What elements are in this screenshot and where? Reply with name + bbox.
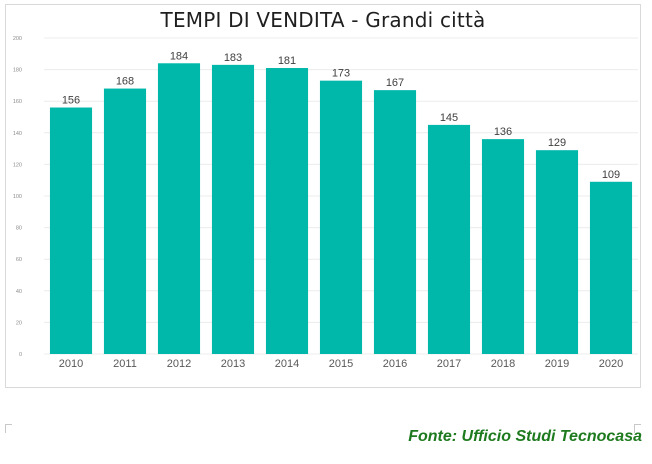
data-label-layer: 156 168 184 183 181 173 167 145 136 129 109	[62, 50, 620, 181]
corner-mark-left	[5, 424, 12, 433]
data-label-2015: 173	[332, 68, 350, 80]
category-label-2014: 2014	[275, 358, 299, 370]
data-label-2017: 145	[440, 112, 458, 124]
y-tick-label: 80	[16, 226, 22, 232]
category-label-2010: 2010	[59, 358, 83, 370]
data-label-2016: 167	[386, 77, 404, 89]
y-tick-label: 100	[13, 194, 22, 200]
bar-2015	[319, 80, 363, 354]
bar-2010	[49, 107, 93, 355]
y-tick-label: 200	[13, 36, 22, 42]
y-tick-label: 160	[13, 99, 22, 105]
category-label-2011: 2011	[113, 358, 137, 370]
bar-2019	[535, 150, 579, 354]
y-tick-label: 0	[19, 352, 22, 358]
bar-2018	[481, 139, 525, 354]
y-tick-label: 60	[16, 257, 22, 263]
corner-mark-right	[634, 424, 641, 433]
data-label-2012: 184	[170, 50, 188, 62]
bar-chart: 0 20 40 60 80 100 120 140 160 180 200 156 168 184 183…	[13, 36, 638, 370]
bar-2020	[589, 181, 633, 354]
y-tick-label: 20	[16, 320, 22, 326]
y-axis-ticks: 0 20 40 60 80 100 120 140 160 180 200	[13, 36, 22, 358]
category-label-2012: 2012	[167, 358, 191, 370]
x-axis-categories: 2010 2011 2012 2013 2014 2015 2016 2017 2018 2019…	[59, 358, 623, 370]
y-tick-label: 180	[13, 68, 22, 74]
y-tick-label: 120	[13, 162, 22, 168]
y-tick-label: 140	[13, 131, 22, 137]
data-label-2013: 183	[224, 52, 242, 64]
data-label-2014: 181	[278, 55, 296, 67]
chart-frame: TEMPI DI VENDITA - Grandi città 0 20 40 60 8…	[5, 4, 641, 388]
bar-2017	[427, 124, 471, 355]
data-label-2019: 129	[548, 137, 566, 149]
source-note: Fonte: Ufficio Studi Tecnocasa	[408, 428, 642, 445]
data-label-2020: 109	[602, 169, 620, 181]
bar-2012	[157, 63, 201, 354]
data-label-2010: 156	[62, 95, 80, 107]
category-label-2017: 2017	[437, 358, 461, 370]
bar-layer	[49, 63, 633, 355]
data-label-2011: 168	[116, 76, 134, 88]
category-label-2016: 2016	[383, 358, 407, 370]
data-label-2018: 136	[494, 126, 512, 138]
y-tick-label: 40	[16, 289, 22, 295]
category-label-2015: 2015	[329, 358, 353, 370]
bar-2013	[211, 64, 255, 355]
chart-title: TEMPI DI VENDITA - Grandi città	[160, 8, 486, 32]
category-label-2019: 2019	[545, 358, 569, 370]
category-label-2013: 2013	[221, 358, 245, 370]
bar-2014	[265, 68, 309, 354]
category-label-2018: 2018	[491, 358, 515, 370]
category-label-2020: 2020	[599, 358, 623, 370]
bar-2011	[103, 88, 147, 354]
bar-2016	[373, 90, 417, 354]
